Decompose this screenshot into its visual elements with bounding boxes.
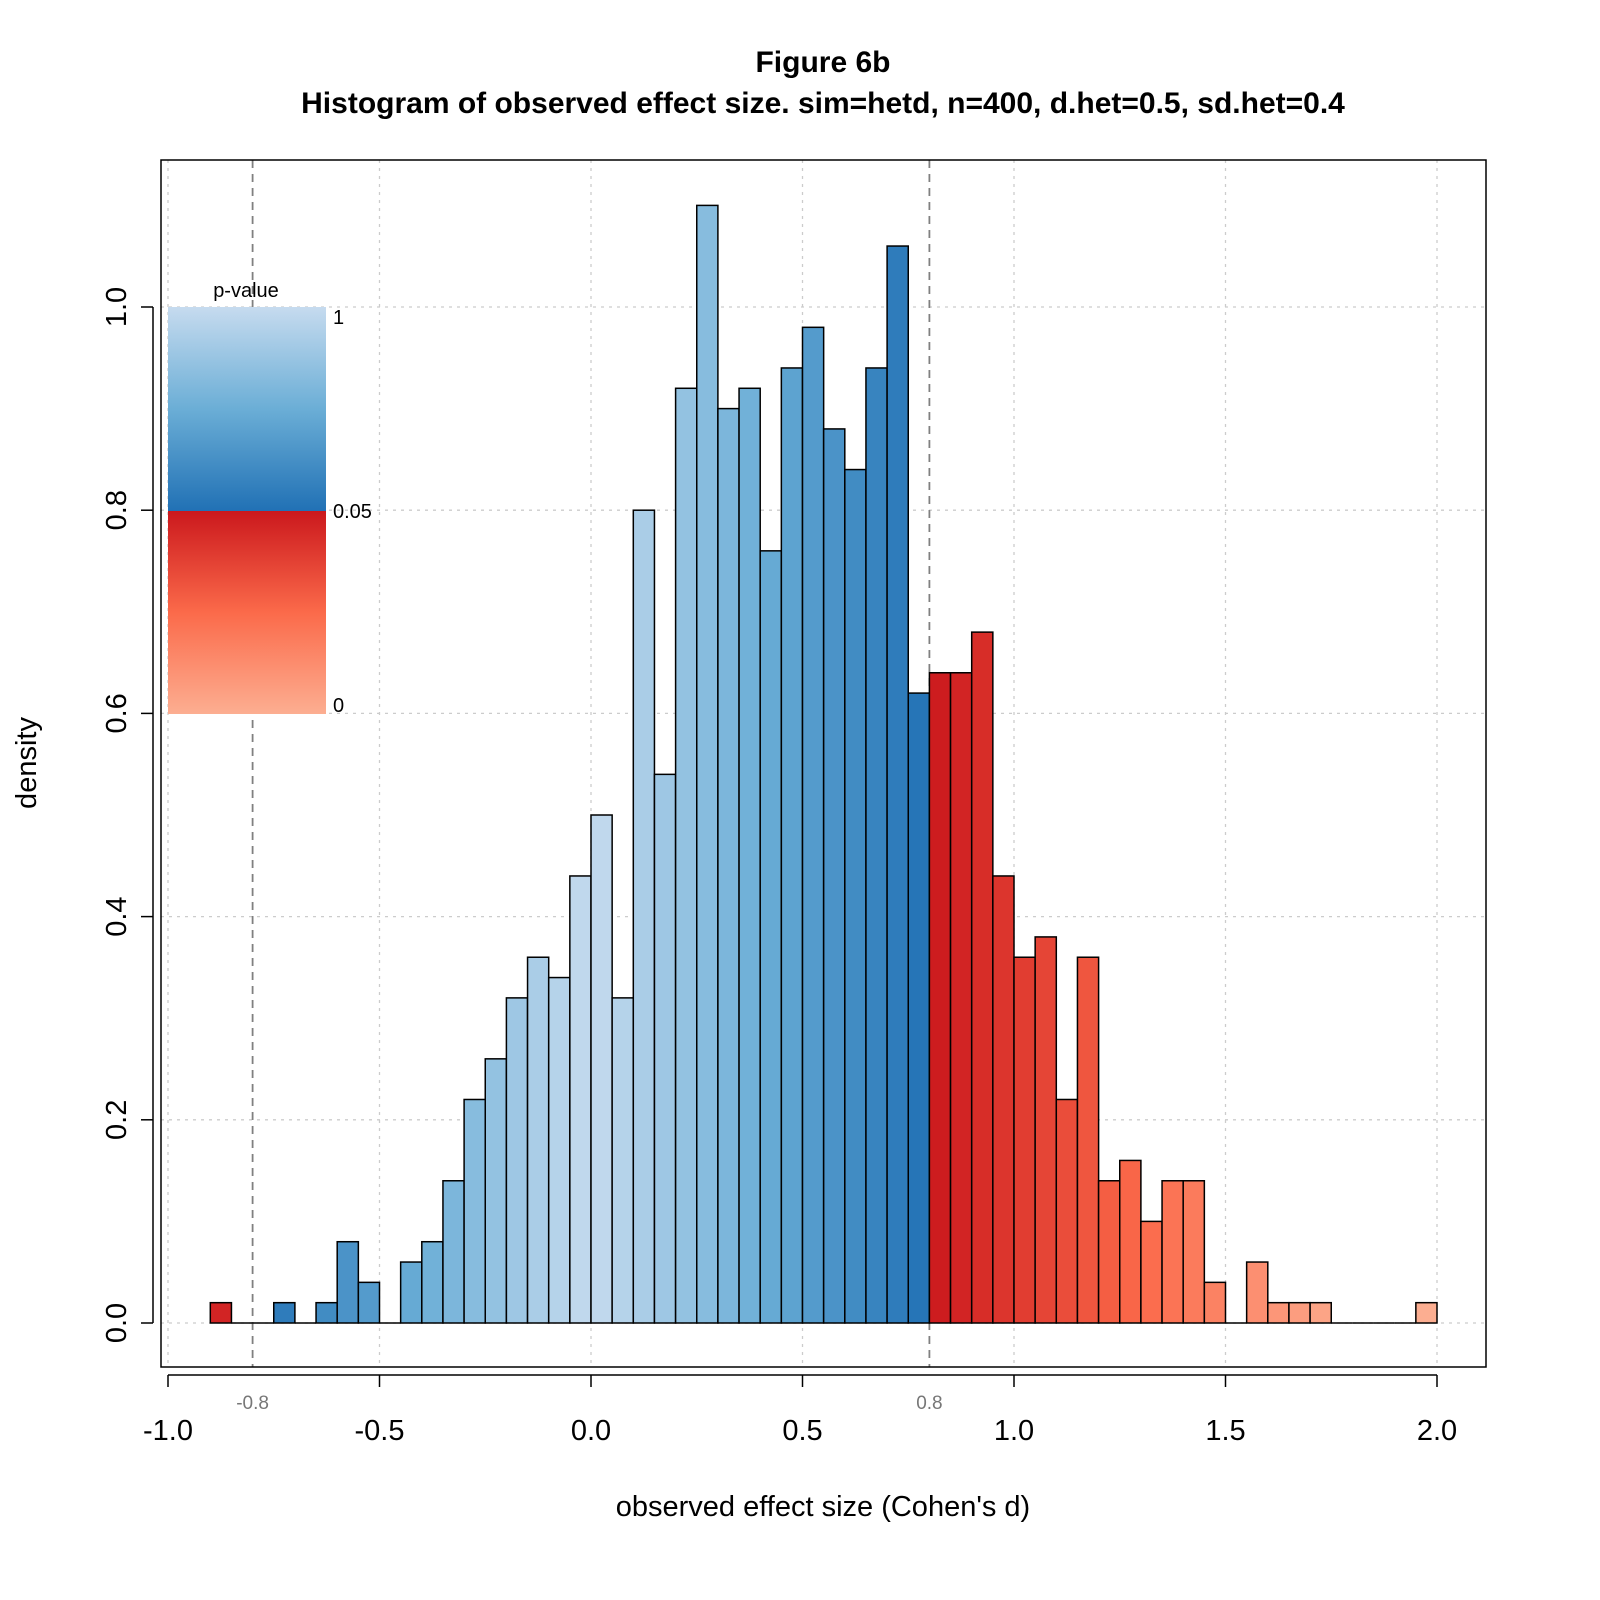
- histogram-bar-40: [1055, 1098, 1079, 1324]
- histogram-bar-5: [315, 1301, 338, 1324]
- histogram-bar-49: [1245, 1261, 1269, 1324]
- legend-red-gradient: [168, 511, 326, 714]
- histogram-bar-41: [1076, 956, 1100, 1324]
- histogram-bar-51: [1288, 1301, 1311, 1324]
- histogram-bar-24: [717, 407, 740, 1324]
- histogram-bar-43: [1119, 1159, 1142, 1324]
- x-tick-label-3: 0.5: [782, 1415, 822, 1447]
- histogram-bar-26: [759, 550, 783, 1324]
- histogram-bar-20: [632, 509, 656, 1324]
- histogram-bar-38: [1013, 956, 1036, 1324]
- histogram-bar-7: [357, 1281, 381, 1324]
- y-axis-label: density: [11, 717, 43, 809]
- histogram-bar-29: [822, 428, 846, 1324]
- histogram-bar-31: [865, 367, 888, 1324]
- histogram-bar-10: [421, 1240, 444, 1324]
- histogram-bar-13: [484, 1058, 508, 1324]
- plot-frame: [160, 159, 1487, 1368]
- histogram-bar-23: [696, 204, 719, 1324]
- histogram-bar-19: [611, 997, 635, 1324]
- histogram-bar-12: [463, 1098, 487, 1324]
- histogram-bar-21: [653, 773, 677, 1324]
- histogram-bar-22: [674, 387, 698, 1324]
- y-tick-label-1: 0.2: [101, 1100, 133, 1140]
- histogram-bar-0: [209, 1301, 233, 1324]
- legend-blue-gradient: [168, 307, 326, 511]
- histogram-bar-16: [547, 976, 571, 1324]
- y-tick-label-3: 0.6: [101, 693, 133, 733]
- histogram-bar-17: [569, 875, 592, 1324]
- x-tick-label-2: 0.0: [571, 1415, 611, 1447]
- histogram-bar-25: [738, 387, 761, 1324]
- histogram-bar-47: [1203, 1281, 1227, 1324]
- histogram-bar-36: [970, 631, 994, 1324]
- y-tick-label-0: 0.0: [101, 1303, 133, 1343]
- p-value-legend: p-value 1 0.05 0: [168, 280, 372, 717]
- histogram-bar-3: [273, 1301, 296, 1324]
- x-tick-label-1: -0.5: [355, 1415, 405, 1447]
- x-tick-label-0: -1.0: [143, 1415, 193, 1447]
- histogram-bar-27: [780, 367, 804, 1324]
- histogram-bar-39: [1034, 936, 1058, 1324]
- reference-label-1: 0.8: [916, 1393, 942, 1414]
- histogram-bar-14: [505, 997, 529, 1324]
- histogram-bar-35: [949, 672, 973, 1324]
- reference-label-0: -0.8: [236, 1393, 269, 1414]
- x-axis: -1.0 -0.5 0.0 0.5 1.0 1.5 2.0: [143, 1374, 1457, 1447]
- y-axis: 0.0 0.2 0.4 0.6 0.8 1.0: [101, 287, 154, 1343]
- histogram-bar-32: [886, 245, 909, 1324]
- histogram-bar-42: [1097, 1180, 1121, 1324]
- legend-label-1: 1: [333, 307, 344, 329]
- x-tick-label-5: 1.5: [1205, 1415, 1245, 1447]
- histogram-bar-33: [907, 692, 931, 1324]
- histogram-bar-11: [442, 1180, 465, 1324]
- histogram-bars: [209, 204, 1438, 1324]
- histogram-bar-46: [1182, 1180, 1206, 1324]
- x-axis-label: observed effect size (Cohen's d): [616, 1491, 1030, 1523]
- chart-subtitle: Histogram of observed effect size. sim=h…: [301, 87, 1345, 120]
- histogram-bar-30: [844, 468, 867, 1324]
- y-tick-label-5: 1.0: [101, 287, 133, 327]
- histogram-bar-15: [526, 956, 550, 1324]
- chart-title: Figure 6b: [755, 46, 890, 79]
- histogram-bar-44: [1140, 1220, 1163, 1324]
- x-tick-label-4: 1.0: [994, 1415, 1034, 1447]
- x-tick-label-6: 2.0: [1417, 1415, 1457, 1447]
- legend-label-005: 0.05: [333, 501, 372, 523]
- histogram-bar-18: [590, 814, 613, 1324]
- histogram-bar-28: [801, 326, 825, 1324]
- y-tick-label-2: 0.4: [101, 896, 133, 936]
- histogram-bar-34: [928, 672, 952, 1324]
- histogram-bar-50: [1267, 1301, 1290, 1324]
- histogram-bar-37: [992, 875, 1015, 1324]
- y-tick-label-4: 0.8: [101, 490, 133, 530]
- histogram-bar-9: [399, 1261, 423, 1324]
- legend-title: p-value: [213, 280, 279, 302]
- legend-label-0: 0: [333, 695, 344, 717]
- histogram-bar-45: [1161, 1180, 1184, 1324]
- histogram-bar-6: [336, 1240, 360, 1324]
- histogram-bar-57: [1415, 1301, 1438, 1324]
- histogram-bar-52: [1309, 1301, 1332, 1324]
